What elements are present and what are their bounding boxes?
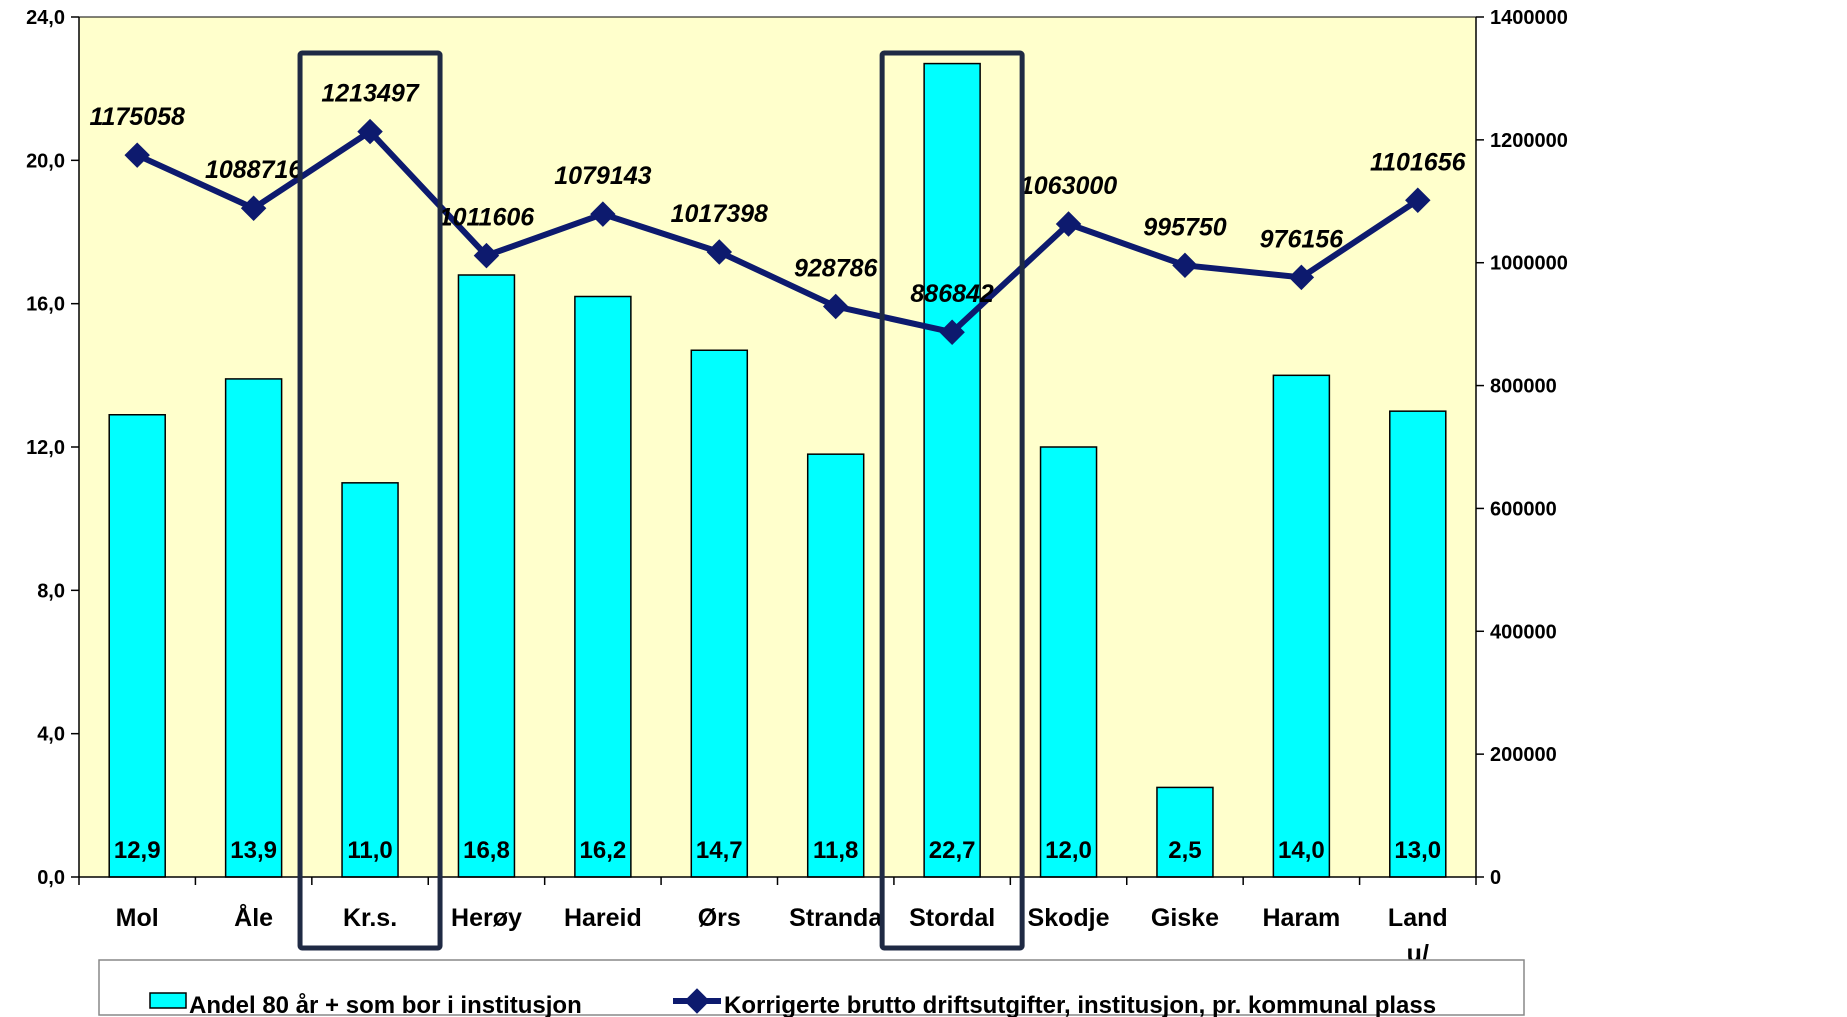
bar-label-4: 16,8 xyxy=(463,837,510,864)
line-marker-5 xyxy=(590,201,616,227)
bar-11 xyxy=(1272,374,1331,878)
right-tick-label-5: 1000000 xyxy=(1490,253,1568,275)
bar-2 xyxy=(224,378,283,878)
line-marker-3 xyxy=(357,118,383,145)
bar-label-7: 11,8 xyxy=(813,837,858,864)
right-tick-label-4: 800000 xyxy=(1490,376,1557,398)
category-label-1: Mol xyxy=(116,904,159,932)
left-tick-label-4: 16,0 xyxy=(26,294,65,316)
line-label-11: 976156 xyxy=(1260,225,1345,253)
bar-12 xyxy=(1389,410,1447,878)
bar-9 xyxy=(1039,446,1098,878)
category-label-3: Kr.s. xyxy=(343,904,397,932)
left-tick-label-5: 20,0 xyxy=(26,150,65,172)
bar-10 xyxy=(1156,786,1214,878)
legend-box xyxy=(98,959,1525,1016)
line-marker-7 xyxy=(822,293,849,320)
highlight-box-1 xyxy=(297,50,443,951)
line-label-6: 1017398 xyxy=(671,200,768,228)
legend: Andel 80 år + som bor i institusjon Korr… xyxy=(98,959,1525,1017)
bar-label-1: 12,9 xyxy=(114,837,161,864)
bar-data-labels: 12,9 13,9 11,0 16,8 16,2 14,7 11,8 22,7 12,0 2,5 1… xyxy=(114,837,1441,864)
category-label-9: Skodje xyxy=(1028,904,1110,932)
line-label-2: 1088716 xyxy=(205,156,303,184)
line-data-labels: 1175058 1088716 1213497 1011606 1079143 10173… xyxy=(89,80,1466,309)
bar-6 xyxy=(690,349,749,878)
left-tick-label-0: 0,0 xyxy=(37,867,65,889)
line-label-8: 886842 xyxy=(910,280,994,308)
category-label-2: Åle xyxy=(234,903,273,932)
bar-label-5: 16,2 xyxy=(580,837,627,864)
right-tick-label-0: 0 xyxy=(1490,867,1501,889)
bar-7 xyxy=(806,453,865,878)
legend-bar-swatch xyxy=(149,992,187,1009)
bar-8 xyxy=(923,62,981,878)
bar-4 xyxy=(457,274,516,878)
bar-label-10: 2,5 xyxy=(1168,837,1201,864)
line-marker-6 xyxy=(706,239,733,265)
legend-line-label: Korrigerte brutto driftsutgifter, instit… xyxy=(724,992,1436,1017)
right-tick-label-1: 200000 xyxy=(1490,744,1557,766)
line-label-12: 1101656 xyxy=(1370,148,1467,176)
left-tick-label-2: 8,0 xyxy=(37,580,65,602)
category-label-8: Stordal xyxy=(909,904,995,932)
highlight-box-2 xyxy=(879,50,1025,951)
bar-1 xyxy=(108,414,166,878)
line-marker-8 xyxy=(939,319,965,345)
bar-label-2: 13,9 xyxy=(230,837,277,864)
category-label-10: Giske xyxy=(1151,904,1219,932)
plot-area xyxy=(79,17,1476,877)
line-label-4: 1011606 xyxy=(439,204,536,232)
line-label-9: 1063000 xyxy=(1020,172,1117,200)
bar-label-11: 14,0 xyxy=(1278,837,1325,864)
line-path xyxy=(135,128,1420,336)
category-label-6: Ørs xyxy=(698,904,741,932)
bar-series xyxy=(108,62,1447,878)
bar-label-6: 14,7 xyxy=(696,837,743,864)
line-label-5: 1079143 xyxy=(554,162,651,190)
left-tick-label-1: 4,0 xyxy=(37,724,65,746)
bar-label-12: 13,0 xyxy=(1394,837,1441,864)
right-tick-label-3: 600000 xyxy=(1490,498,1557,520)
bar-label-8: 22,7 xyxy=(929,837,976,864)
bar-5 xyxy=(574,295,632,878)
bar-label-3: 11,0 xyxy=(347,837,392,864)
left-tick-label-6: 24,0 xyxy=(26,7,65,29)
line-label-3: 1213497 xyxy=(321,80,419,108)
right-tick-label-6: 1200000 xyxy=(1490,130,1568,152)
right-tick-label-2: 400000 xyxy=(1490,621,1557,643)
line-marker-4 xyxy=(473,242,500,269)
legend-bar-label: Andel 80 år + som bor i institusjon xyxy=(189,992,582,1017)
category-label-5: Hareid xyxy=(564,904,642,932)
left-tick-label-3: 12,0 xyxy=(26,437,65,459)
category-label-7: Stranda xyxy=(789,904,883,932)
highlight-boxes xyxy=(297,50,1025,951)
category-label-11: Haram xyxy=(1262,904,1340,932)
bar-label-9: 12,0 xyxy=(1045,837,1092,864)
right-tick-label-7: 1400000 xyxy=(1490,7,1568,29)
bar-3 xyxy=(341,482,399,878)
category-label-4: Herøy xyxy=(451,904,522,932)
axes: 0,0 4,0 8,0 12,0 16,0 20,0 24,0 0 200000 400000 60… xyxy=(26,7,1568,1004)
line-label-7: 928786 xyxy=(794,254,879,282)
line-label-1: 1175058 xyxy=(89,103,185,131)
legend-line-marker xyxy=(684,988,710,1014)
line-label-10: 995750 xyxy=(1143,213,1227,241)
